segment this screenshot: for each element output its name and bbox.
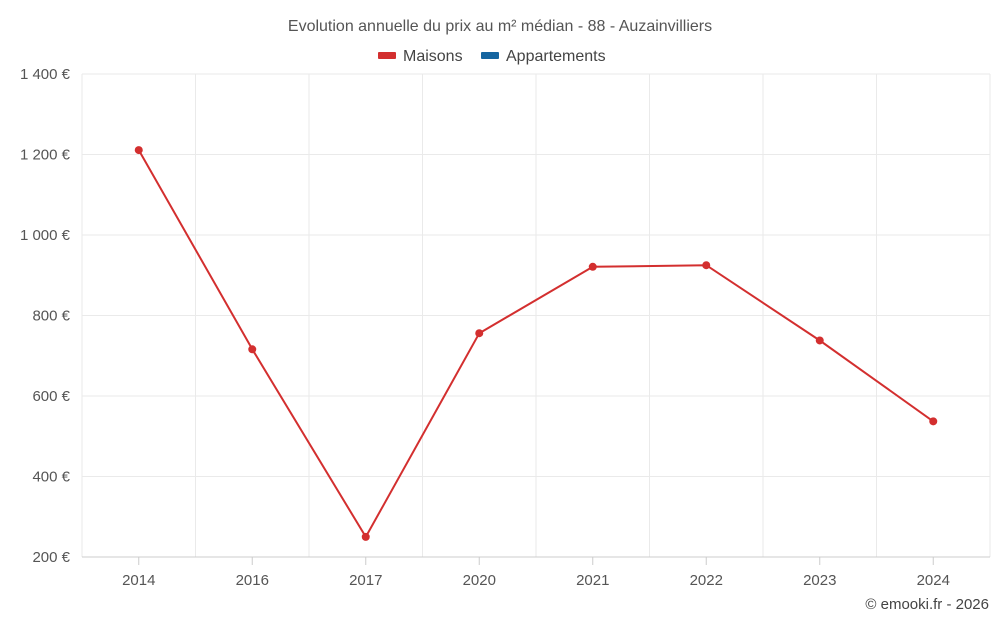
legend-swatch-maisons[interactable] (378, 52, 396, 59)
legend-swatch-appartements[interactable] (481, 52, 499, 59)
data-point[interactable] (134, 146, 143, 155)
y-tick-label: 1 200 € (20, 147, 71, 164)
x-tick-label: 2023 (803, 572, 836, 589)
plot-area (134, 146, 938, 541)
y-tick-label: 600 € (32, 388, 70, 405)
data-point[interactable] (248, 345, 257, 354)
x-tick-label: 2021 (576, 572, 609, 589)
series-line-maisons (137, 149, 934, 539)
y-tick-label: 1 000 € (20, 227, 71, 244)
data-point[interactable] (588, 262, 597, 271)
data-point[interactable] (475, 329, 484, 338)
data-point[interactable] (702, 261, 711, 270)
legend-label-appartements[interactable]: Appartements (506, 48, 606, 65)
y-axis: 200 € 400 € 600 € 800 € 1 000 € 1 200 € 1 400 … (20, 66, 71, 566)
credit-text: © emooki.fr - 2026 (865, 596, 989, 613)
x-tick-label: 2016 (236, 572, 269, 589)
x-tick-label: 2017 (349, 572, 382, 589)
x-axis: 2014 2016 2017 2020 2021 2022 2023 2024 (82, 556, 990, 589)
data-point[interactable] (929, 417, 938, 426)
y-tick-label: 1 400 € (20, 66, 71, 83)
y-tick-label: 400 € (32, 469, 70, 486)
grid (81, 73, 991, 557)
legend: Maisons Appartements (378, 48, 606, 65)
x-tick-label: 2014 (122, 572, 155, 589)
data-point[interactable] (361, 532, 370, 541)
chart-title: Evolution annuelle du prix au m² médian … (288, 18, 712, 35)
data-point[interactable] (815, 336, 824, 345)
legend-label-maisons[interactable]: Maisons (403, 48, 463, 65)
x-tick-label: 2020 (463, 572, 496, 589)
y-tick-label: 200 € (32, 549, 70, 566)
y-tick-label: 800 € (32, 308, 70, 325)
x-tick-label: 2024 (917, 572, 950, 589)
x-tick-label: 2022 (690, 572, 723, 589)
